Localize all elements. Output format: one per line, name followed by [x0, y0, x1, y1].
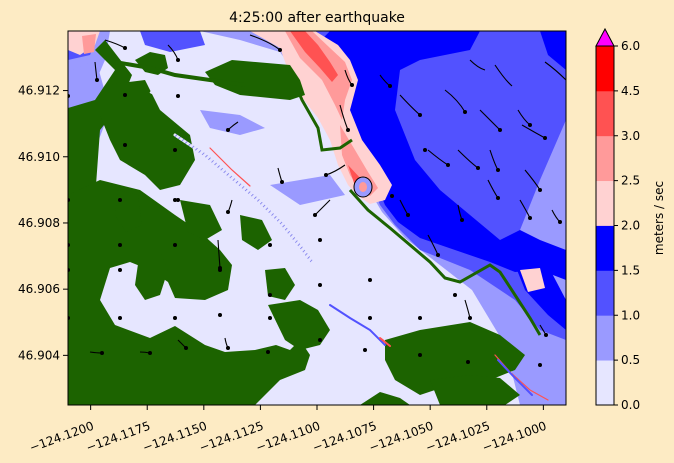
x-axis: −124.1200−124.1175−124.1150−124.1125−124… [28, 405, 548, 455]
colorbar-segment [596, 360, 614, 406]
colorbar-tick-label: 0.0 [621, 398, 640, 412]
x-tick-label: −124.1075 [311, 419, 379, 455]
y-axis: 46.904 46.906 46.908 46.910 46.912 [18, 84, 68, 362]
shoreline-fringe [173, 133, 549, 401]
colorbar-segment [596, 225, 614, 271]
colorbar-extend-arrow [595, 27, 615, 47]
x-tick-label: −124.1025 [424, 419, 492, 455]
plot-area [68, 31, 566, 405]
colorbar: 0.0 0.5 1.0 1.5 2.0 2.5 3.0 4.5 6.0 [595, 27, 640, 412]
y-tick-label: 46.910 [18, 150, 60, 164]
colorbar-tick-label: 6.0 [621, 39, 640, 53]
colorbar-segment [596, 315, 614, 361]
colorbar-tick-label: 1.0 [621, 308, 640, 322]
land-levees [114, 60, 542, 341]
velocity-drift-endpoints [68, 46, 562, 367]
x-tick-label: −124.1125 [197, 419, 265, 455]
colorbar-tick-label: 1.5 [621, 263, 640, 277]
y-tick-label: 46.912 [18, 84, 60, 98]
colorbar-segment [596, 270, 614, 316]
x-tick-label: −124.1150 [141, 419, 209, 455]
y-tick-label: 46.908 [18, 216, 60, 230]
x-tick-label: −124.1050 [367, 419, 435, 455]
eddy-marker [353, 176, 373, 198]
land-areas [68, 40, 525, 405]
y-tick-label: 46.906 [18, 282, 60, 296]
colorbar-segment [596, 46, 614, 92]
colorbar-tick-label: 0.5 [621, 353, 640, 367]
x-tick-label: −124.1175 [84, 419, 152, 455]
colorbar-segment [596, 90, 614, 137]
x-tick-label: −124.1100 [254, 419, 322, 455]
colorbar-tick-label: 4.5 [621, 84, 640, 98]
colorbar-label: meters / sec [652, 181, 666, 255]
colorbar-segment [596, 135, 614, 182]
x-tick-label: −124.1000 [480, 419, 548, 455]
y-tick-label: 46.904 [18, 348, 60, 362]
x-tick-label: −124.1200 [28, 419, 96, 455]
colorbar-tick-label: 2.5 [621, 174, 640, 188]
chart-title: 4:25:00 after earthquake [229, 10, 405, 26]
colorbar-tick-label: 2.0 [621, 219, 640, 233]
colorbar-segment [596, 180, 614, 226]
colorbar-tick-label: 3.0 [621, 129, 640, 143]
